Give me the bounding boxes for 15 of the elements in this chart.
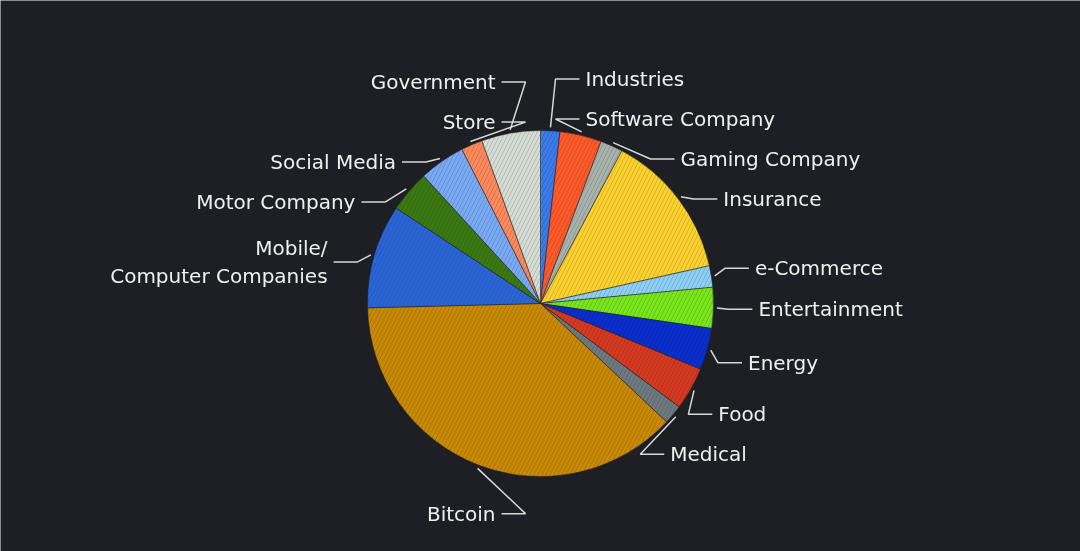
slice-label: Store <box>442 109 496 134</box>
slice-label: Medical <box>670 442 747 467</box>
slice-label: Social Media <box>270 149 397 174</box>
slice-label: Government <box>370 69 496 94</box>
slice-label: e-Commerce <box>754 256 883 281</box>
slice-label: Food <box>718 402 767 427</box>
slice-label: Energy <box>748 350 819 375</box>
slice-label: Industries <box>585 66 685 91</box>
slice-label: Motor Company <box>196 189 356 214</box>
slice-label: Software Company <box>585 106 776 131</box>
slice-label: Gaming Company <box>680 146 861 171</box>
slice-label: Bitcoin <box>426 501 496 526</box>
slice-label: Insurance <box>723 186 822 211</box>
slice-label: Entertainment <box>758 297 903 322</box>
slice-label: Mobile/ Computer Companies <box>110 235 328 289</box>
